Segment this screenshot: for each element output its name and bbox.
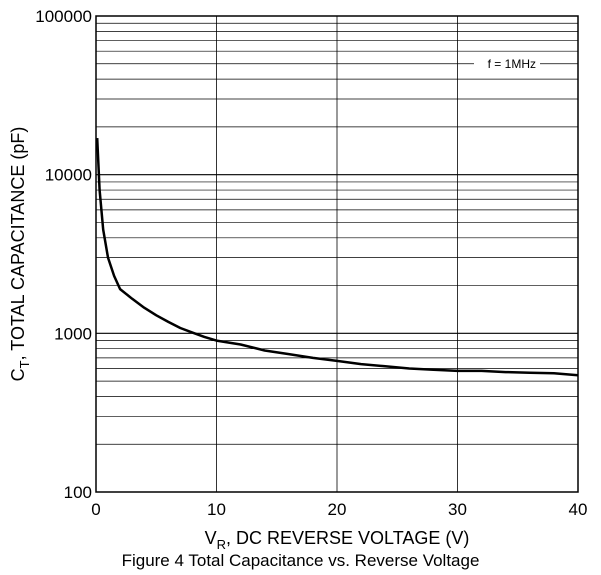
- x-tick-label: 30: [448, 500, 467, 519]
- x-tick-label: 10: [207, 500, 226, 519]
- y-tick-label: 10000: [45, 166, 92, 185]
- x-tick-label: 0: [91, 500, 100, 519]
- frequency-annotation: f = 1MHz: [488, 57, 536, 71]
- x-axis-title-rest: , DC REVERSE VOLTAGE (V): [226, 528, 469, 548]
- y-axis-title-main: C: [8, 368, 28, 381]
- y-axis-title: CT, TOTAL CAPACITANCE (pF): [8, 127, 32, 382]
- series-layer: [95, 138, 579, 377]
- tick-labels: 0 10 20 30 40 100 1000 10000 100000: [35, 7, 587, 519]
- x-tick-label: 20: [328, 500, 347, 519]
- x-axis-title: VR, DC REVERSE VOLTAGE (V): [205, 528, 470, 552]
- y-tick-label: 100000: [35, 7, 92, 26]
- y-axis-title-sub: T: [17, 360, 32, 368]
- grid: [96, 16, 578, 492]
- x-axis-title-sub: R: [217, 537, 226, 552]
- figure-caption: Figure 4 Total Capacitance vs. Reverse V…: [121, 551, 480, 570]
- x-axis-title-main: V: [205, 528, 217, 548]
- y-tick-label: 100: [64, 483, 92, 502]
- capacitance-curve: [95, 138, 579, 377]
- y-tick-label: 1000: [54, 324, 92, 343]
- x-tick-label: 40: [569, 500, 588, 519]
- annotation-group: f = 1MHz: [474, 55, 540, 72]
- y-axis-title-rest: , TOTAL CAPACITANCE (pF): [8, 127, 28, 361]
- plot-frame: [95, 15, 579, 493]
